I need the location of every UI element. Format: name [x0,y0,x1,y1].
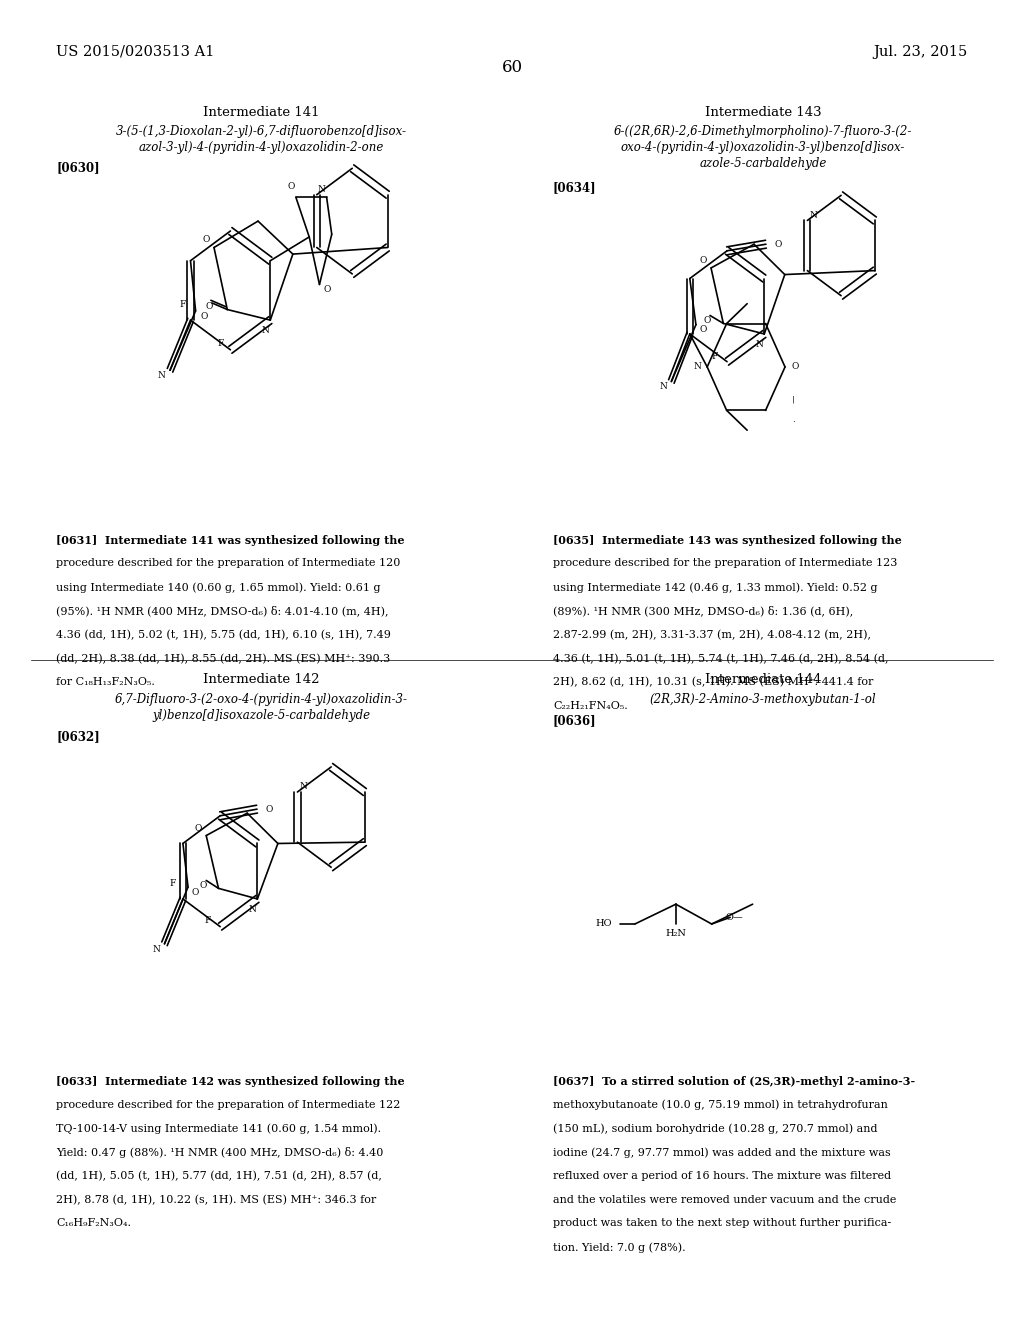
Text: N: N [317,185,326,194]
Text: F: F [170,879,176,887]
Text: refluxed over a period of 16 hours. The mixture was filtered: refluxed over a period of 16 hours. The … [553,1171,891,1181]
Text: 2.87-2.99 (m, 2H), 3.31-3.37 (m, 2H), 4.08-4.12 (m, 2H),: 2.87-2.99 (m, 2H), 3.31-3.37 (m, 2H), 4.… [553,630,871,640]
Text: C₂₂H₂₁FN₄O₅.: C₂₂H₂₁FN₄O₅. [553,701,628,711]
Text: [0631]  Intermediate 141 was synthesized following the: [0631] Intermediate 141 was synthesized … [56,535,404,545]
Text: C₁₆H₉F₂N₃O₄.: C₁₆H₉F₂N₃O₄. [56,1218,131,1229]
Text: O: O [792,363,799,371]
Text: 60: 60 [502,59,522,77]
Text: O: O [205,302,213,312]
Text: 2H), 8.78 (d, 1H), 10.22 (s, 1H). MS (ES) MH⁺: 346.3 for: 2H), 8.78 (d, 1H), 10.22 (s, 1H). MS (ES… [56,1195,377,1205]
Text: O: O [287,182,295,191]
Text: iodine (24.7 g, 97.77 mmol) was added and the mixture was: iodine (24.7 g, 97.77 mmol) was added an… [553,1147,891,1158]
Text: [0636]: [0636] [553,714,597,727]
Text: 3-(5-(1,3-Dioxolan-2-yl)-6,7-difluorobenzo[d]isox-: 3-(5-(1,3-Dioxolan-2-yl)-6,7-difluoroben… [116,125,407,139]
Text: F: F [205,916,211,924]
Text: O: O [191,888,199,896]
Text: [0632]: [0632] [56,730,100,743]
Text: F: F [712,352,718,360]
Text: and the volatiles were removed under vacuum and the crude: and the volatiles were removed under vac… [553,1195,896,1205]
Text: |: | [792,396,795,404]
Text: [0635]  Intermediate 143 was synthesized following the: [0635] Intermediate 143 was synthesized … [553,535,902,545]
Text: O: O [200,882,207,890]
Text: F: F [179,300,185,309]
Text: O: O [195,825,202,833]
Text: (89%). ¹H NMR (300 MHz, DMSO-d₆) δ: 1.36 (d, 6H),: (89%). ¹H NMR (300 MHz, DMSO-d₆) δ: 1.36… [553,606,853,616]
Text: product was taken to the next step without further purifica-: product was taken to the next step witho… [553,1218,891,1229]
Text: using Intermediate 140 (0.60 g, 1.65 mmol). Yield: 0.61 g: using Intermediate 140 (0.60 g, 1.65 mmo… [56,582,381,593]
Text: F: F [217,339,223,347]
Text: (95%). ¹H NMR (400 MHz, DMSO-d₆) δ: 4.01-4.10 (m, 4H),: (95%). ¹H NMR (400 MHz, DMSO-d₆) δ: 4.01… [56,606,389,616]
Text: N: N [693,363,700,371]
Text: H₂N: H₂N [666,929,686,937]
Text: N: N [261,326,269,335]
Text: O: O [699,256,707,264]
Text: N: N [158,371,166,380]
Text: azole-5-carbaldehyde: azole-5-carbaldehyde [699,157,826,170]
Text: N: N [153,945,160,953]
Text: yl)benzo[d]isoxazole-5-carbaldehyde: yl)benzo[d]isoxazole-5-carbaldehyde [152,709,371,722]
Text: (2R,3R)-2-Amino-3-methoxybutan-1-ol: (2R,3R)-2-Amino-3-methoxybutan-1-ol [649,693,877,706]
Text: N: N [756,341,763,348]
Text: O: O [774,240,782,248]
Text: .: . [792,416,795,424]
Text: tion. Yield: 7.0 g (78%).: tion. Yield: 7.0 g (78%). [553,1242,686,1253]
Text: Yield: 0.47 g (88%). ¹H NMR (400 MHz, DMSO-d₆) δ: 4.40: Yield: 0.47 g (88%). ¹H NMR (400 MHz, DM… [56,1147,384,1158]
Text: HO: HO [596,920,612,928]
Text: 4.36 (dd, 1H), 5.02 (t, 1H), 5.75 (dd, 1H), 6.10 (s, 1H), 7.49: 4.36 (dd, 1H), 5.02 (t, 1H), 5.75 (dd, 1… [56,630,391,640]
Text: O: O [202,235,210,244]
Text: methoxybutanoate (10.0 g, 75.19 mmol) in tetrahydrofuran: methoxybutanoate (10.0 g, 75.19 mmol) in… [553,1100,888,1110]
Text: TQ-100-14-V using Intermediate 141 (0.60 g, 1.54 mmol).: TQ-100-14-V using Intermediate 141 (0.60… [56,1123,382,1134]
Text: 4.36 (t, 1H), 5.01 (t, 1H), 5.74 (t, 1H), 7.46 (d, 2H), 8.54 (d,: 4.36 (t, 1H), 5.01 (t, 1H), 5.74 (t, 1H)… [553,653,889,664]
Text: N: N [249,906,256,913]
Text: [0634]: [0634] [553,181,597,194]
Text: procedure described for the preparation of Intermediate 123: procedure described for the preparation … [553,558,897,569]
Text: (dd, 1H), 5.05 (t, 1H), 5.77 (dd, 1H), 7.51 (d, 2H), 8.57 (d,: (dd, 1H), 5.05 (t, 1H), 5.77 (dd, 1H), 7… [56,1171,382,1181]
Text: 6,7-Difluoro-3-(2-oxo-4-(pyridin-4-yl)oxazolidin-3-: 6,7-Difluoro-3-(2-oxo-4-(pyridin-4-yl)ox… [115,693,408,706]
Text: Intermediate 141: Intermediate 141 [203,106,319,119]
Text: azol-3-yl)-4-(pyridin-4-yl)oxazolidin-2-one: azol-3-yl)-4-(pyridin-4-yl)oxazolidin-2-… [138,141,384,154]
Text: O: O [265,805,273,813]
Text: 6-((2R,6R)-2,6-Dimethylmorpholino)-7-fluoro-3-(2-: 6-((2R,6R)-2,6-Dimethylmorpholino)-7-flu… [613,125,912,139]
Text: [0637]  To a stirred solution of (2S,3R)-methyl 2-amino-3-: [0637] To a stirred solution of (2S,3R)-… [553,1076,915,1086]
Text: O: O [324,285,332,294]
Text: O: O [200,312,208,321]
Text: O: O [703,317,711,325]
Text: 2H), 8.62 (d, 1H), 10.31 (s, 1H). MS (ES) MH⁺: 441.4 for: 2H), 8.62 (d, 1H), 10.31 (s, 1H). MS (ES… [553,677,873,688]
Text: Intermediate 143: Intermediate 143 [705,106,821,119]
Text: (150 mL), sodium borohydride (10.28 g, 270.7 mmol) and: (150 mL), sodium borohydride (10.28 g, 2… [553,1123,878,1134]
Text: Intermediate 144: Intermediate 144 [705,673,821,686]
Text: procedure described for the preparation of Intermediate 122: procedure described for the preparation … [56,1100,400,1110]
Text: Intermediate 142: Intermediate 142 [203,673,319,686]
Text: oxo-4-(pyridin-4-yl)oxazolidin-3-yl)benzo[d]isox-: oxo-4-(pyridin-4-yl)oxazolidin-3-yl)benz… [621,141,905,154]
Text: N: N [659,383,667,391]
Text: N: N [810,211,817,219]
Text: Jul. 23, 2015: Jul. 23, 2015 [873,45,968,59]
Text: O—: O— [725,913,743,921]
Text: [0630]: [0630] [56,161,100,174]
Text: using Intermediate 142 (0.46 g, 1.33 mmol). Yield: 0.52 g: using Intermediate 142 (0.46 g, 1.33 mmo… [553,582,878,593]
Text: O: O [699,326,707,334]
Text: US 2015/0203513 A1: US 2015/0203513 A1 [56,45,215,59]
Text: for C₁₈H₁₃F₂N₃O₅.: for C₁₈H₁₃F₂N₃O₅. [56,677,156,688]
Text: procedure described for the preparation of Intermediate 120: procedure described for the preparation … [56,558,400,569]
Text: N: N [300,783,307,791]
Text: [0633]  Intermediate 142 was synthesized following the: [0633] Intermediate 142 was synthesized … [56,1076,404,1086]
Text: (dd, 2H), 8.38 (dd, 1H), 8.55 (dd, 2H). MS (ES) MH⁺: 390.3: (dd, 2H), 8.38 (dd, 1H), 8.55 (dd, 2H). … [56,653,390,664]
